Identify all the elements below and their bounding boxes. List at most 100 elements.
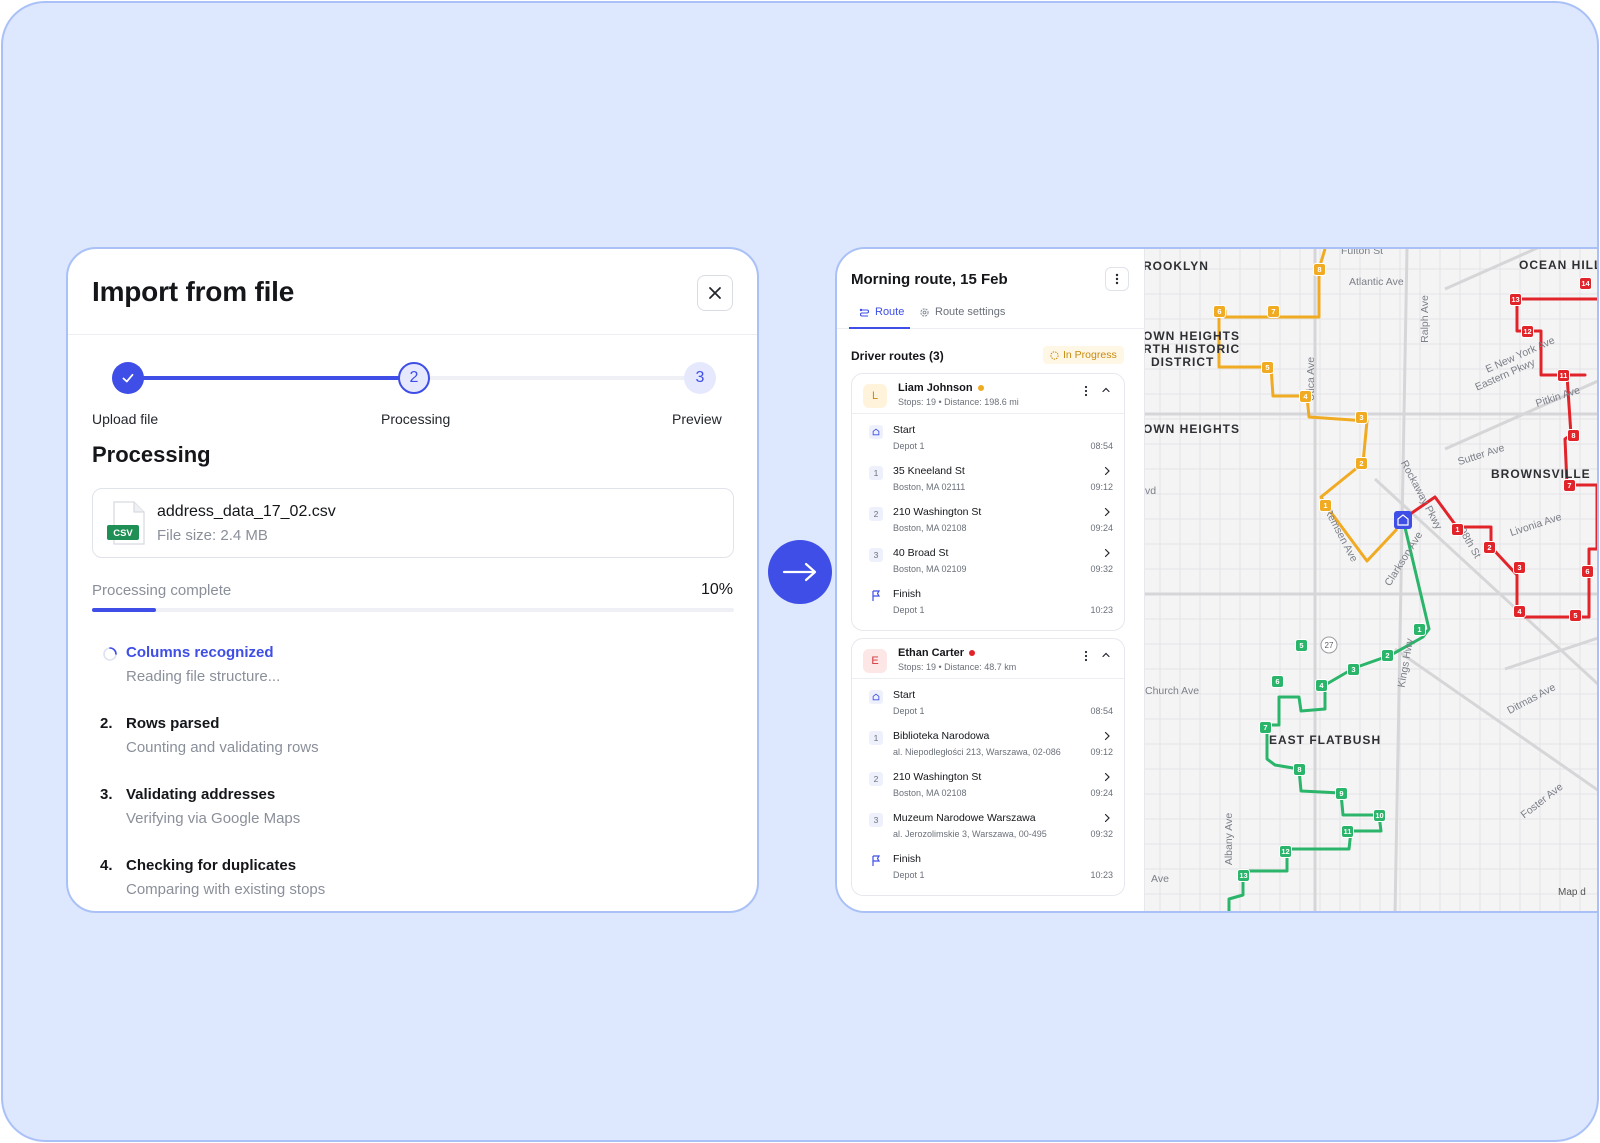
map-stop-marker-red[interactable]: 13: [1509, 293, 1522, 306]
map-stop-marker-red[interactable]: 6: [1581, 565, 1594, 578]
stop-address: Boston, MA 02109: [893, 564, 967, 574]
map-stop-marker-orange[interactable]: 2: [1355, 457, 1368, 470]
map-stop-marker-red[interactable]: 12: [1521, 325, 1534, 338]
map-stop-marker-orange[interactable]: 1: [1319, 499, 1332, 512]
stop-row[interactable]: 3 Muzeum Narodowe Warszawa al. Jerozolimsk…: [852, 810, 1124, 850]
step-preview[interactable]: 3: [684, 362, 716, 394]
stop-row[interactable]: 1 Biblioteka Narodowa al. Niepodległości 2…: [852, 728, 1124, 768]
file-name: address_data_17_02.csv: [157, 503, 336, 520]
map-stop-marker-green[interactable]: 12: [1279, 845, 1292, 858]
map-stop-marker-orange[interactable]: 8: [1313, 263, 1326, 276]
stop-title: Finish: [893, 853, 922, 865]
map-stop-marker-green[interactable]: 3: [1347, 663, 1360, 676]
map-stop-marker-red[interactable]: 14: [1579, 277, 1592, 290]
chevron-right-icon[interactable]: [1103, 731, 1111, 741]
map-street-label: Ralph Ave: [1418, 295, 1431, 343]
stop-number: 3: [869, 548, 883, 562]
stop-number: 2: [869, 507, 883, 521]
driver-card[interactable]: L Liam Johnson Stops: 19 • Distance: 198.6…: [851, 373, 1125, 631]
chevron-right-icon[interactable]: [1103, 548, 1111, 558]
map-stop-marker-green[interactable]: 11: [1341, 825, 1354, 838]
route-menu-button[interactable]: [1105, 267, 1129, 291]
map-area-label: OWN HEIGHTS: [1143, 329, 1240, 343]
close-button[interactable]: [697, 275, 733, 311]
tab-route[interactable]: Route: [848, 306, 911, 329]
map-stop-marker-orange[interactable]: 3: [1355, 411, 1368, 424]
more-vertical-icon[interactable]: [1080, 649, 1092, 663]
arrow-right-icon: [782, 562, 817, 582]
driver-name: Ethan Carter: [898, 647, 976, 659]
map[interactable]: 27 ROOKLYN OCEAN HILL OWN HEIGHTS RTH HI…: [1143, 247, 1597, 911]
map-stop-marker-green[interactable]: 7: [1259, 721, 1272, 734]
task-number: 4.: [100, 857, 113, 874]
map-stop-marker-red[interactable]: 3: [1513, 561, 1526, 574]
status-badge: In Progress: [1043, 346, 1124, 364]
tab-route-settings[interactable]: Route settings: [919, 306, 1005, 318]
progress-bar: [92, 608, 734, 612]
map-stop-marker-green[interactable]: 13: [1237, 869, 1250, 882]
chevron-right-icon[interactable]: [1103, 507, 1111, 517]
task-subtitle: Reading file structure...: [126, 668, 281, 685]
map-area-label: EAST FLATBUSH: [1269, 733, 1382, 747]
stop-row[interactable]: Start Depot 1 08:54: [852, 422, 1124, 462]
progress-label: Processing complete: [92, 582, 232, 599]
stop-address: Depot 1: [893, 870, 925, 880]
map-stop-marker-green[interactable]: 2: [1381, 649, 1394, 662]
map-stop-marker-green[interactable]: 5: [1295, 639, 1308, 652]
finish-flag-icon: [872, 855, 881, 866]
map-stop-marker-red[interactable]: 11: [1557, 369, 1570, 382]
stop-address: Depot 1: [893, 706, 925, 716]
chevron-right-icon[interactable]: [1103, 466, 1111, 476]
map-stop-marker-orange[interactable]: 4: [1299, 390, 1312, 403]
map-stop-marker-green[interactable]: 6: [1271, 675, 1284, 688]
stop-time: 08:54: [1090, 441, 1113, 451]
chevron-right-icon[interactable]: [1103, 813, 1111, 823]
next-arrow-button[interactable]: [768, 540, 832, 604]
map-stop-marker-red[interactable]: 7: [1563, 479, 1576, 492]
stop-row[interactable]: 2 210 Washington St Boston, MA 02108 09:24: [852, 504, 1124, 544]
step-upload-file[interactable]: [112, 362, 144, 394]
stop-row[interactable]: 3 40 Broad St Boston, MA 02109 09:32: [852, 545, 1124, 585]
stop-row[interactable]: 2 210 Washington St Boston, MA 02108 09:24: [852, 769, 1124, 809]
gear-icon: [920, 307, 929, 317]
depot-marker[interactable]: [1394, 511, 1412, 529]
map-stop-marker-green[interactable]: 9: [1335, 787, 1348, 800]
driver-card[interactable]: E Ethan Carter Stops: 19 • Distance: 48.7 …: [851, 638, 1125, 896]
map-stop-marker-orange[interactable]: 5: [1261, 361, 1274, 374]
chevron-up-icon[interactable]: [1100, 649, 1112, 661]
map-area-label: RTH HISTORIC: [1143, 342, 1241, 356]
map-stop-marker-red[interactable]: 4: [1513, 605, 1526, 618]
stop-time: 09:32: [1090, 829, 1113, 839]
step-processing[interactable]: 2: [398, 362, 430, 394]
chevron-right-icon[interactable]: [1103, 772, 1111, 782]
map-stop-marker-red[interactable]: 2: [1483, 541, 1496, 554]
stop-row[interactable]: Finish Depot 1 10:23: [852, 586, 1124, 626]
map-stop-marker-green[interactable]: 10: [1373, 809, 1386, 822]
map-stop-marker-orange[interactable]: 6: [1213, 305, 1226, 318]
stop-number: 2: [869, 772, 883, 786]
stop-address: al. Niepodległości 213, Warszawa, 02-086: [893, 747, 1061, 757]
more-vertical-icon[interactable]: [1080, 384, 1092, 398]
map-area-label: BROWNSVILLE: [1491, 467, 1591, 481]
map-stop-marker-green[interactable]: 8: [1293, 763, 1306, 776]
stop-address: Depot 1: [893, 441, 925, 451]
stop-address: Boston, MA 02108: [893, 523, 967, 533]
stop-row[interactable]: Start Depot 1 08:54: [852, 687, 1124, 727]
driver-card-header[interactable]: E Ethan Carter Stops: 19 • Distance: 48.7 …: [852, 639, 1124, 679]
stop-row[interactable]: 1 35 Kneeland St Boston, MA 02111 09:12: [852, 463, 1124, 503]
map-stop-marker-green[interactable]: 4: [1315, 679, 1328, 692]
map-stop-marker-orange[interactable]: 7: [1267, 305, 1280, 318]
csv-file-icon: CSV: [107, 501, 145, 545]
map-stop-marker-red[interactable]: 1: [1451, 523, 1464, 536]
map-stop-marker-green[interactable]: 1: [1413, 623, 1426, 636]
chevron-up-icon[interactable]: [1100, 384, 1112, 396]
stop-row[interactable]: Finish Depot 1 10:23: [852, 851, 1124, 891]
driver-card-header[interactable]: L Liam Johnson Stops: 19 • Distance: 198.6…: [852, 374, 1124, 414]
map-stop-marker-red[interactable]: 5: [1569, 609, 1582, 622]
avatar: E: [863, 649, 887, 673]
map-street-label: Fulton St: [1341, 247, 1384, 257]
stop-title: 35 Kneeland St: [893, 465, 965, 477]
map-stop-marker-red[interactable]: 8: [1567, 429, 1580, 442]
driver-status-dot: [977, 385, 984, 392]
map-street-label: Church Ave: [1145, 685, 1200, 697]
